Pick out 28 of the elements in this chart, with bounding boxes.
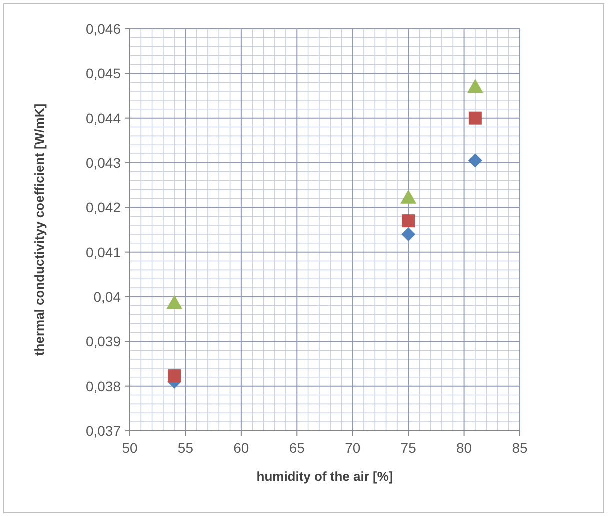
point bbox=[468, 112, 482, 125]
point bbox=[468, 154, 482, 168]
x-axis-title: humidity of the air [%] bbox=[256, 469, 394, 484]
y-tick-label: 0,038 bbox=[86, 378, 122, 394]
y-tick-label: 0,04 bbox=[94, 289, 122, 305]
x-tick-label: 55 bbox=[178, 440, 194, 456]
x-tick-label: 75 bbox=[400, 440, 417, 456]
y-tick-label: 0,045 bbox=[86, 66, 122, 82]
y-tick-label: 0,044 bbox=[86, 110, 122, 126]
x-tick-label: 50 bbox=[122, 440, 138, 456]
y-tick-label: 0,037 bbox=[86, 423, 122, 439]
x-tick-label: 85 bbox=[512, 440, 528, 456]
x-tick-label: 65 bbox=[289, 440, 306, 456]
point bbox=[166, 295, 183, 310]
point bbox=[402, 227, 416, 242]
y-axis-title: thermal conductivityy coefficient [W/mK] bbox=[32, 104, 47, 356]
x-tick-label: 60 bbox=[234, 440, 250, 456]
y-tick-label: 0,042 bbox=[86, 200, 122, 216]
point bbox=[467, 79, 484, 94]
y-tick-label: 0,043 bbox=[86, 155, 122, 171]
point bbox=[400, 190, 417, 204]
x-tick-label: 80 bbox=[456, 440, 472, 456]
point bbox=[402, 214, 416, 228]
point bbox=[168, 370, 182, 383]
y-tick-label: 0,046 bbox=[86, 21, 122, 37]
x-tick-label: 70 bbox=[345, 440, 361, 456]
y-tick-label: 0,041 bbox=[86, 244, 122, 260]
y-tick-label: 0,039 bbox=[86, 334, 122, 350]
